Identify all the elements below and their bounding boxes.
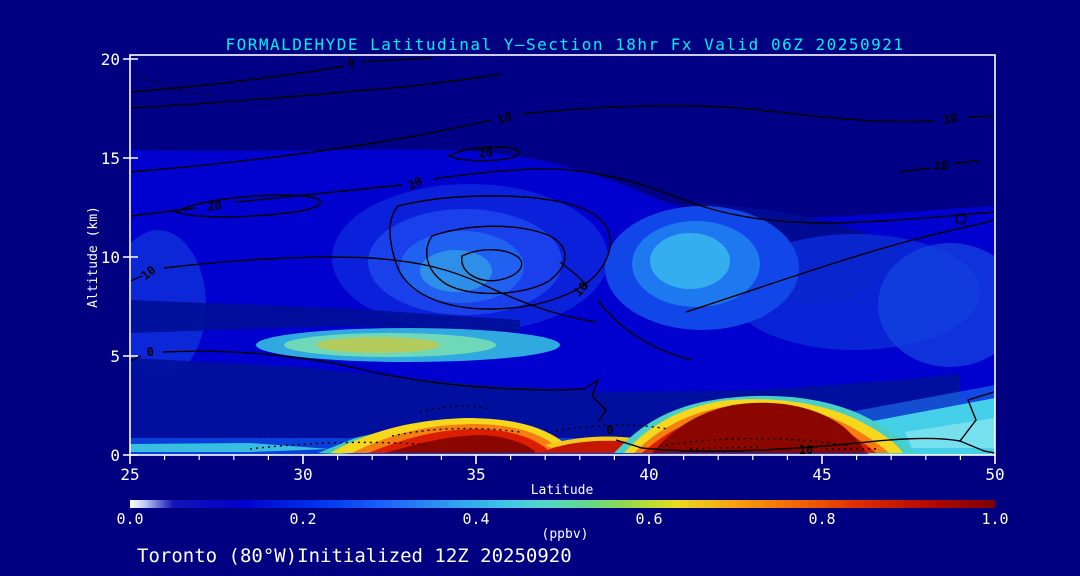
- contour-labels: 0 10 20 20 20 10 0 10 10 10 0 10: [139, 55, 959, 457]
- contour-label: 20: [478, 145, 494, 160]
- chart-title: FORMALDEHYDE Latitudinal Y—Section 18hr …: [225, 35, 904, 54]
- contour-label: 20: [405, 174, 424, 193]
- x-axis-label: Latitude: [531, 483, 594, 498]
- colorbar-tick: 0.6: [635, 510, 662, 528]
- run-info-annotation: Toronto (80°W)Initialized 12Z 20250920: [137, 545, 572, 567]
- y-tick: 15: [101, 149, 120, 168]
- x-tick-labels: 25 30 35 40 45 50: [120, 465, 1004, 484]
- colorbar-tick: 0.0: [116, 510, 143, 528]
- x-tick: 50: [985, 465, 1004, 484]
- colorbar-tick: 0.4: [462, 510, 489, 528]
- contour-label: 20: [206, 198, 222, 214]
- contour-label: 0: [146, 345, 155, 360]
- y-tick-labels: 20 15 10 5 0: [101, 50, 120, 465]
- x-tick: 35: [466, 465, 485, 484]
- line-contours: [130, 57, 995, 454]
- colorbar-tick: 1.0: [981, 510, 1008, 528]
- contour-label: 0: [346, 55, 356, 70]
- axes-frame: [123, 54, 996, 464]
- contour-label: 0: [606, 423, 613, 437]
- colorbar-tick: 0.2: [289, 510, 316, 528]
- colorbar-tick-labels: 0.0 0.2 0.4 0.6 0.8 1.0: [116, 510, 1008, 528]
- x-tick: 25: [120, 465, 139, 484]
- contour-label: 10: [496, 109, 514, 127]
- y-tick: 20: [101, 50, 120, 69]
- colorbar-units-label: (ppbv): [542, 527, 589, 542]
- y-tick: 10: [101, 248, 120, 267]
- y-tick: 0: [110, 446, 120, 465]
- colorbar-tick: 0.8: [808, 510, 835, 528]
- y-tick: 5: [110, 347, 120, 366]
- contour-label: 10: [934, 159, 948, 173]
- x-tick: 45: [812, 465, 831, 484]
- x-tick: 30: [293, 465, 312, 484]
- contour-label: 10: [799, 443, 813, 457]
- x-tick: 40: [639, 465, 658, 484]
- contour-label: 10: [942, 111, 959, 127]
- filled-contour-field: [130, 55, 995, 455]
- colorbar: [130, 500, 995, 508]
- y-axis-label: Altitude (km): [86, 206, 101, 308]
